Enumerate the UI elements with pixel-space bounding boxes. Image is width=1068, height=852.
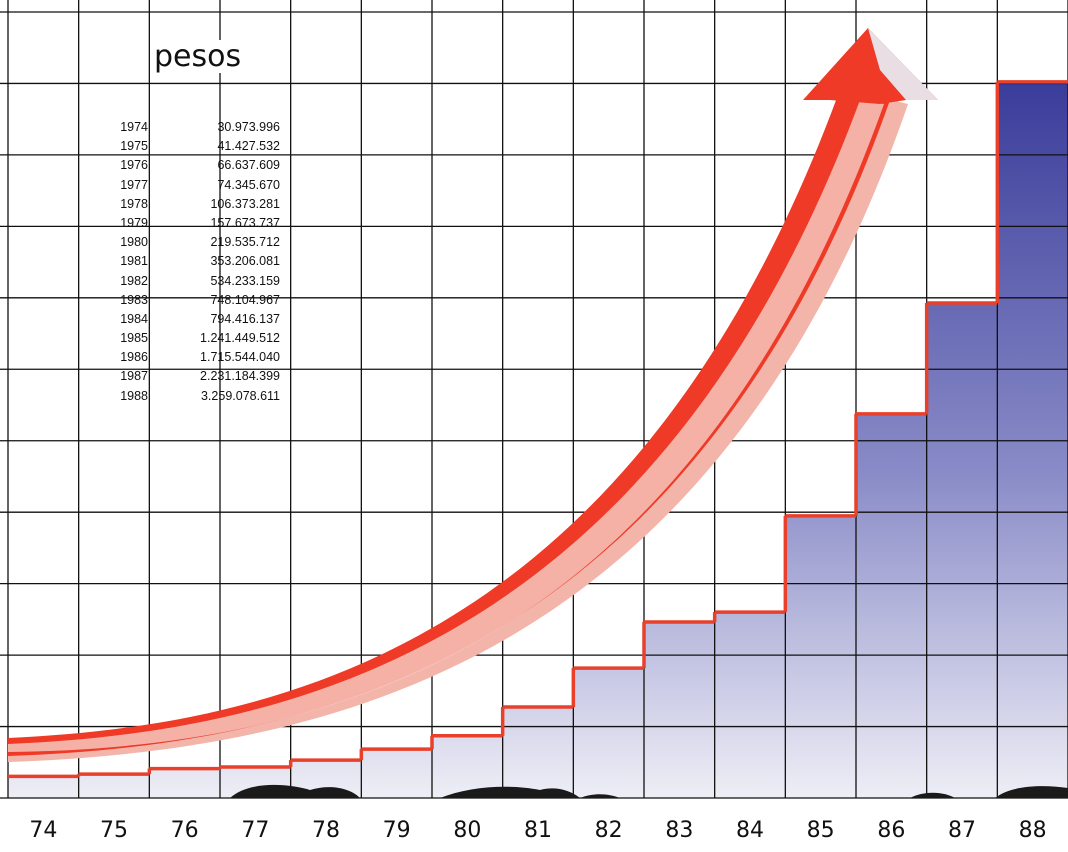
area-fill-layer [8,81,1068,798]
ground-silhouette-layer [230,784,1068,798]
x-tick-label: 84 [736,818,764,843]
table-value: 748.104.967 [210,292,280,307]
x-tick-label: 78 [312,818,340,843]
table-row: 1979 157.673.737 [88,214,280,233]
values-table: 1974 30.973.996 1975 41.427.532 1976 66.637.6… [88,118,280,406]
table-year: 1980 [120,235,148,250]
table-row: 1982 534.233.159 [88,272,280,291]
table-value: 353.206.081 [210,254,280,269]
x-tick-label: 88 [1018,818,1047,843]
table-value: 30.973.996 [217,120,280,134]
table-value: 219.535.712 [210,235,280,250]
x-tick-label: 87 [948,818,976,843]
step-line-layer [8,80,1068,779]
table-row: 1983 748.104.967 [88,291,280,310]
table-year: 1977 [120,177,148,192]
ground-silhouette [910,792,955,798]
ground-silhouette [995,786,1068,798]
table-row: 1981 353.206.081 [88,252,280,271]
unit-label: pesos [150,40,246,73]
x-tick-label: 79 [382,818,411,843]
table-value: 1.715.544.040 [200,350,280,365]
x-tick-label: 83 [665,818,694,843]
table-year: 1974 [120,120,148,134]
x-tick-label: 86 [877,818,906,843]
table-row: 1984 794.416.137 [88,310,280,329]
table-year: 1985 [120,331,148,346]
table-row: 1988 3.259.078.611 [88,387,280,406]
table-year: 1984 [120,311,148,326]
x-tick-label: 75 [100,818,128,843]
table-year: 1975 [120,139,148,154]
table-value: 2.231.184.399 [200,369,280,384]
table-value: 66.637.609 [217,158,280,173]
table-row: 1978 106.373.281 [88,195,280,214]
table-year: 1979 [120,215,148,230]
table-row: 1976 66.637.609 [88,156,280,175]
x-tick-label: 81 [524,818,552,843]
x-tick-label: 80 [453,818,482,843]
table-value: 534.233.159 [210,273,280,288]
table-year: 1976 [120,158,148,173]
growth-arrow-layer [8,28,938,762]
x-tick-label: 76 [170,818,199,843]
ground-silhouette [230,784,360,798]
table-value: 106.373.281 [210,196,280,211]
x-tick-label: 85 [806,818,835,843]
table-row: 1975 41.427.532 [88,137,280,156]
table-year: 1988 [120,388,148,403]
table-row: 1986 1.715.544.040 [88,348,280,367]
table-row: 1977 74.345.670 [88,176,280,195]
area-fill [8,81,1068,798]
growth-arrow-head-shade [868,28,938,100]
x-tick-label: 74 [29,818,58,843]
table-value: 157.673.737 [210,215,280,230]
growth-arrow-highlight [8,100,884,752]
table-year: 1978 [120,196,148,211]
table-year: 1987 [120,369,148,384]
table-value: 3.259.078.611 [200,388,280,403]
table-row: 1987 2.231.184.399 [88,367,280,386]
table-value: 41.427.532 [217,139,280,154]
table-value: 74.345.670 [217,177,280,192]
table-year: 1982 [120,273,148,288]
ground-silhouette [580,794,620,798]
table-row: 1980 219.535.712 [88,233,280,252]
x-tick-label: 82 [594,818,623,843]
table-row: 1974 30.973.996 [88,118,280,137]
table-value: 1.241.449.512 [200,331,280,346]
table-value: 794.416.137 [210,311,280,326]
table-row: 1985 1.241.449.512 [88,329,280,348]
table-year: 1983 [120,292,148,307]
x-tick-label: 77 [241,818,270,843]
ground-silhouette [440,786,580,798]
table-year: 1981 [120,254,148,269]
table-year: 1986 [120,350,148,365]
